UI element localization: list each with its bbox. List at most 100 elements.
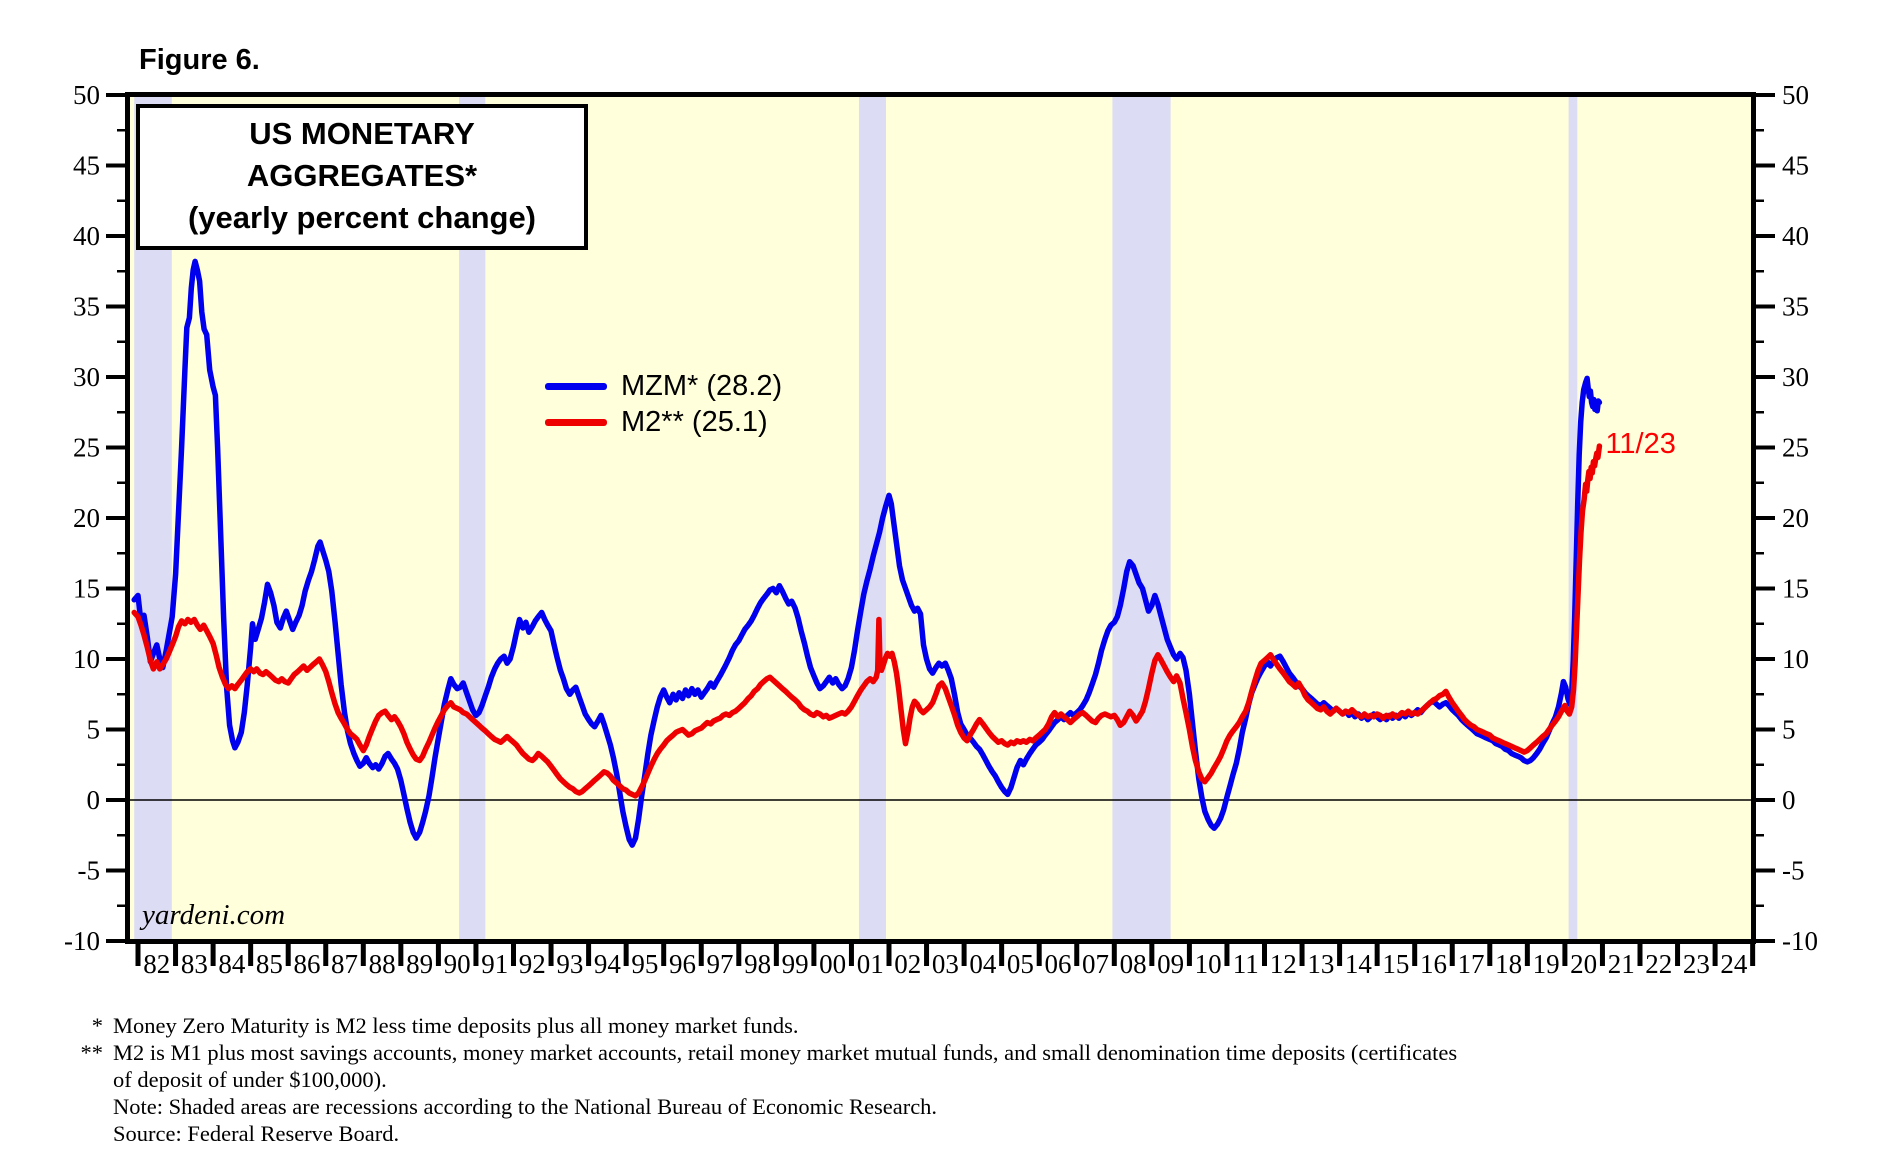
x-axis-label: 83 — [181, 949, 208, 979]
x-axis-label: 03 — [932, 949, 959, 979]
y-axis-label-right: 45 — [1782, 151, 1809, 181]
x-axis-label: 12 — [1270, 949, 1297, 979]
x-axis-label: 01 — [857, 949, 884, 979]
x-axis-label: 24 — [1720, 949, 1748, 979]
x-axis-label: 86 — [293, 949, 320, 979]
x-axis-label: 97 — [707, 949, 734, 979]
y-axis-label-left: 20 — [73, 503, 100, 533]
footnote-text: Note: Shaded areas are recessions accord… — [113, 1094, 938, 1119]
y-axis-label-right: 40 — [1782, 221, 1809, 251]
x-axis-label: 07 — [1082, 949, 1109, 979]
footnote-row: Note: Shaded areas are recessions accord… — [70, 1093, 1500, 1120]
x-axis-label: 00 — [819, 949, 846, 979]
y-axis-label-left: 10 — [73, 644, 100, 674]
y-axis-label-left: 5 — [87, 715, 101, 745]
chart-title-box: US MONETARY AGGREGATES* (yearly percent … — [136, 104, 588, 250]
x-axis-label: 85 — [256, 949, 283, 979]
y-axis-label-right: 50 — [1782, 80, 1809, 110]
footnote-row: of deposit of under $100,000). — [70, 1066, 1500, 1093]
x-axis-label: 88 — [369, 949, 396, 979]
y-axis-label-left: 45 — [73, 151, 100, 181]
recession-band — [1112, 97, 1171, 939]
y-axis-label-left: 30 — [73, 362, 100, 392]
m2-line — [131, 443, 1603, 799]
footnote-marker — [70, 1120, 103, 1147]
x-axis-label: 20 — [1570, 949, 1597, 979]
x-axis-label: 15 — [1382, 949, 1409, 979]
x-axis-label: 93 — [556, 949, 583, 979]
figure-label: Figure 6. — [139, 44, 260, 76]
y-axis-label-left: 35 — [73, 292, 100, 322]
x-axis-label: 89 — [406, 949, 433, 979]
x-axis-label: 84 — [218, 949, 246, 979]
y-axis-label-left: -10 — [64, 926, 100, 956]
x-axis-label: 92 — [519, 949, 546, 979]
y-axis-label-right: 20 — [1782, 503, 1809, 533]
footnote-row: * Money Zero Maturity is M2 less time de… — [70, 1012, 1500, 1039]
x-axis-label: 17 — [1458, 949, 1485, 979]
x-axis-label: 82 — [143, 949, 170, 979]
footnote-text: of deposit of under $100,000). — [113, 1067, 387, 1092]
x-axis-label: 13 — [1307, 949, 1334, 979]
latest-data-annotation: 11/23 — [1605, 427, 1676, 460]
legend-label-m2: M2** (25.1) — [621, 405, 768, 438]
x-axis-label: 21 — [1608, 949, 1635, 979]
x-axis-label: 19 — [1533, 949, 1560, 979]
x-axis-label: 99 — [782, 949, 809, 979]
y-axis-label-right: 35 — [1782, 292, 1809, 322]
y-axis-label-right: 15 — [1782, 574, 1809, 604]
x-axis-label: 98 — [744, 949, 771, 979]
x-axis-label: 10 — [1195, 949, 1222, 979]
legend-item-m2: M2** (25.1) — [545, 404, 782, 440]
x-axis-label: 02 — [894, 949, 921, 979]
footnote-marker — [70, 1066, 103, 1093]
x-axis-label: 14 — [1345, 949, 1373, 979]
x-axis-label: 04 — [969, 949, 997, 979]
x-axis-label: 16 — [1420, 949, 1447, 979]
x-axis-label: 96 — [669, 949, 696, 979]
y-axis-label-right: 0 — [1782, 785, 1796, 815]
legend-label-mzm: MZM* (28.2) — [621, 369, 783, 402]
y-axis-label-right: -5 — [1782, 856, 1805, 886]
footnote-row: ** M2 is M1 plus most savings accounts, … — [70, 1039, 1500, 1066]
mzm-line-swatch-icon — [545, 382, 607, 390]
y-axis-label-left: 50 — [73, 80, 100, 110]
x-axis-label: 95 — [631, 949, 658, 979]
y-axis-label-left: 0 — [87, 785, 101, 815]
x-axis-label: 11 — [1233, 949, 1259, 979]
footnote-text: M2 is M1 plus most savings accounts, mon… — [113, 1040, 1458, 1065]
y-axis-label-left: 15 — [73, 574, 100, 604]
chart-subtitle: (yearly percent change) — [187, 200, 537, 235]
footnote-marker: ** — [80, 1040, 104, 1065]
y-axis-label-right: -10 — [1782, 926, 1818, 956]
x-axis-label: 06 — [1044, 949, 1071, 979]
x-axis-label: 18 — [1495, 949, 1522, 979]
y-axis-label-left: 40 — [73, 221, 100, 251]
x-axis-label: 94 — [594, 949, 622, 979]
y-axis-label-right: 25 — [1782, 433, 1809, 463]
footnote-marker — [70, 1093, 103, 1120]
footnotes: * Money Zero Maturity is M2 less time de… — [70, 1012, 1500, 1147]
watermark: yardeni.com — [142, 899, 286, 931]
legend-item-mzm: MZM* (28.2) — [545, 368, 782, 404]
x-axis-label: 08 — [1120, 949, 1147, 979]
x-axis-label: 90 — [444, 949, 471, 979]
recession-band — [1568, 97, 1578, 939]
y-axis-label-right: 10 — [1782, 644, 1809, 674]
x-axis-label: 09 — [1157, 949, 1184, 979]
x-axis-label: 05 — [1007, 949, 1034, 979]
m2-line-swatch-icon — [545, 418, 607, 426]
chart-title: US MONETARY AGGREGATES* — [246, 116, 478, 193]
footnote-text: Source: Federal Reserve Board. — [113, 1121, 400, 1146]
legend: MZM* (28.2) M2** (25.1) — [545, 368, 782, 440]
x-axis-label: 23 — [1683, 949, 1710, 979]
y-axis-label-right: 5 — [1782, 715, 1796, 745]
plot-border — [125, 92, 1756, 944]
x-axis-label: 87 — [331, 949, 358, 979]
footnote-marker: * — [91, 1013, 103, 1038]
y-axis-label-right: 30 — [1782, 362, 1809, 392]
x-axis-label: 22 — [1645, 949, 1672, 979]
y-axis-label-left: -5 — [78, 856, 101, 886]
footnote-row: Source: Federal Reserve Board. — [70, 1120, 1500, 1147]
